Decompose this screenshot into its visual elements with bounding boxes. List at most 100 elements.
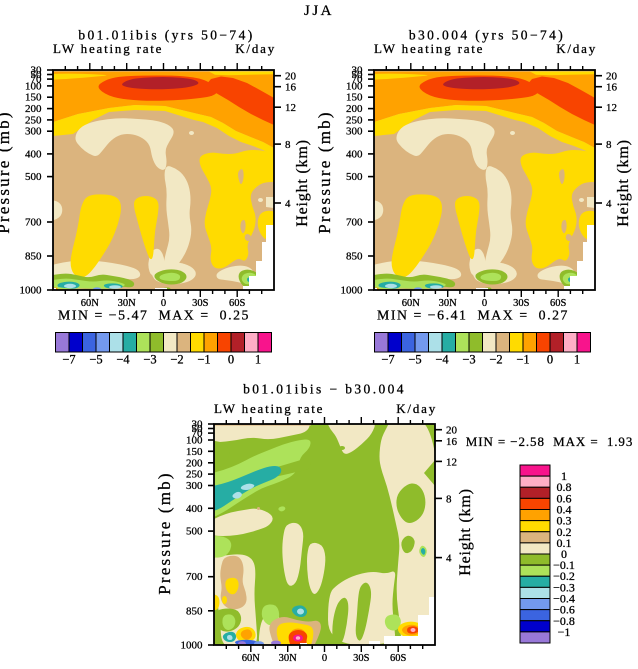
svg-text:700: 700 bbox=[25, 217, 42, 229]
svg-text:50: 50 bbox=[352, 69, 364, 81]
svg-text:0.3: 0.3 bbox=[557, 514, 572, 528]
svg-text:−4: −4 bbox=[116, 353, 130, 367]
svg-text:4: 4 bbox=[285, 198, 291, 210]
svg-text:60S: 60S bbox=[229, 298, 246, 309]
svg-text:250: 250 bbox=[186, 469, 203, 481]
svg-text:150: 150 bbox=[186, 446, 203, 458]
svg-text:K/day: K/day bbox=[235, 41, 276, 56]
svg-text:0.6: 0.6 bbox=[557, 491, 572, 505]
svg-text:60S: 60S bbox=[390, 653, 407, 664]
svg-text:50: 50 bbox=[192, 423, 204, 435]
svg-text:Height (km): Height (km) bbox=[615, 139, 632, 226]
svg-text:Height (km): Height (km) bbox=[457, 488, 474, 575]
svg-text:60S: 60S bbox=[550, 298, 567, 309]
svg-text:0.2: 0.2 bbox=[557, 525, 572, 539]
svg-text:−7: −7 bbox=[381, 353, 394, 367]
svg-text:8: 8 bbox=[606, 139, 612, 151]
svg-text:70: 70 bbox=[31, 74, 43, 86]
svg-text:20: 20 bbox=[446, 425, 458, 437]
svg-text:b01.01ibis − b30.004: b01.01ibis − b30.004 bbox=[243, 382, 406, 397]
svg-text:0: 0 bbox=[228, 353, 234, 367]
svg-text:0: 0 bbox=[482, 298, 487, 309]
svg-text:30S: 30S bbox=[192, 298, 209, 309]
svg-text:−1: −1 bbox=[558, 625, 571, 639]
svg-text:Pressure (mb): Pressure (mb) bbox=[0, 110, 13, 234]
svg-text:4: 4 bbox=[446, 553, 452, 565]
svg-text:500: 500 bbox=[186, 526, 203, 538]
svg-text:−0.2: −0.2 bbox=[553, 569, 575, 583]
svg-text:8: 8 bbox=[285, 139, 291, 151]
svg-text:60N: 60N bbox=[402, 298, 421, 309]
svg-text:30S: 30S bbox=[513, 298, 530, 309]
svg-text:12: 12 bbox=[606, 102, 617, 114]
svg-text:K/day: K/day bbox=[396, 401, 437, 416]
svg-text:100: 100 bbox=[346, 80, 363, 92]
svg-text:400: 400 bbox=[25, 148, 42, 160]
svg-text:−2: −2 bbox=[170, 353, 183, 367]
svg-text:700: 700 bbox=[346, 217, 363, 229]
svg-text:−0.1: −0.1 bbox=[553, 558, 575, 572]
svg-text:400: 400 bbox=[186, 503, 203, 515]
svg-text:1: 1 bbox=[561, 469, 567, 483]
svg-text:60N: 60N bbox=[242, 653, 261, 664]
svg-text:30N: 30N bbox=[439, 298, 458, 309]
svg-text:Height (km): Height (km) bbox=[294, 139, 311, 226]
svg-text:30: 30 bbox=[192, 419, 204, 431]
svg-text:−1: −1 bbox=[516, 353, 529, 367]
svg-text:400: 400 bbox=[346, 148, 363, 160]
svg-text:16: 16 bbox=[285, 82, 297, 94]
svg-text:−7: −7 bbox=[62, 353, 75, 367]
svg-text:150: 150 bbox=[346, 92, 363, 104]
svg-text:30N: 30N bbox=[279, 653, 298, 664]
svg-text:−3: −3 bbox=[462, 353, 475, 367]
svg-text:250: 250 bbox=[25, 114, 42, 126]
svg-text:−0.8: −0.8 bbox=[553, 614, 575, 628]
svg-text:LW heating rate: LW heating rate bbox=[214, 401, 324, 416]
svg-text:300: 300 bbox=[25, 126, 42, 138]
svg-text:LW heating rate: LW heating rate bbox=[53, 41, 163, 56]
svg-text:30N: 30N bbox=[118, 298, 137, 309]
svg-text:850: 850 bbox=[346, 251, 363, 263]
svg-text:−0.4: −0.4 bbox=[553, 592, 575, 606]
svg-text:60N: 60N bbox=[81, 298, 100, 309]
svg-text:−1: −1 bbox=[197, 353, 210, 367]
svg-text:0: 0 bbox=[561, 547, 567, 561]
svg-text:700: 700 bbox=[186, 571, 203, 583]
svg-text:MIN = −5.47 MAX = 0.25: MIN = −5.47 MAX = 0.25 bbox=[58, 308, 250, 323]
svg-text:300: 300 bbox=[346, 126, 363, 138]
svg-text:−3: −3 bbox=[143, 353, 156, 367]
svg-text:12: 12 bbox=[285, 102, 296, 114]
svg-text:200: 200 bbox=[346, 103, 363, 115]
svg-text:850: 850 bbox=[25, 251, 42, 263]
svg-text:4: 4 bbox=[606, 198, 612, 210]
svg-text:16: 16 bbox=[606, 82, 618, 94]
svg-text:20: 20 bbox=[285, 71, 297, 83]
svg-text:200: 200 bbox=[25, 103, 42, 115]
svg-text:JJA: JJA bbox=[304, 3, 334, 19]
svg-text:30: 30 bbox=[31, 65, 43, 77]
svg-text:8: 8 bbox=[446, 493, 452, 505]
svg-text:MIN = −6.41 MAX = 0.27: MIN = −6.41 MAX = 0.27 bbox=[377, 308, 569, 323]
svg-text:850: 850 bbox=[186, 605, 203, 617]
svg-text:−5: −5 bbox=[408, 353, 421, 367]
svg-text:0.4: 0.4 bbox=[557, 503, 572, 517]
svg-text:−4: −4 bbox=[435, 353, 449, 367]
svg-text:1000: 1000 bbox=[20, 285, 43, 297]
svg-text:100: 100 bbox=[25, 80, 42, 92]
svg-text:Pressure (mb): Pressure (mb) bbox=[315, 110, 334, 234]
svg-text:Pressure (mb): Pressure (mb) bbox=[155, 471, 174, 595]
svg-text:200: 200 bbox=[186, 457, 203, 469]
svg-text:70: 70 bbox=[352, 74, 364, 86]
svg-text:50: 50 bbox=[31, 69, 43, 81]
svg-text:30: 30 bbox=[352, 65, 364, 77]
svg-text:0: 0 bbox=[322, 653, 327, 664]
svg-text:16: 16 bbox=[446, 436, 458, 448]
svg-text:30S: 30S bbox=[353, 653, 370, 664]
svg-text:500: 500 bbox=[25, 171, 42, 183]
svg-text:−2: −2 bbox=[489, 353, 502, 367]
svg-text:12: 12 bbox=[446, 456, 457, 468]
svg-text:0.8: 0.8 bbox=[557, 480, 572, 494]
svg-text:70: 70 bbox=[192, 428, 204, 440]
svg-text:150: 150 bbox=[25, 92, 42, 104]
svg-text:500: 500 bbox=[346, 171, 363, 183]
